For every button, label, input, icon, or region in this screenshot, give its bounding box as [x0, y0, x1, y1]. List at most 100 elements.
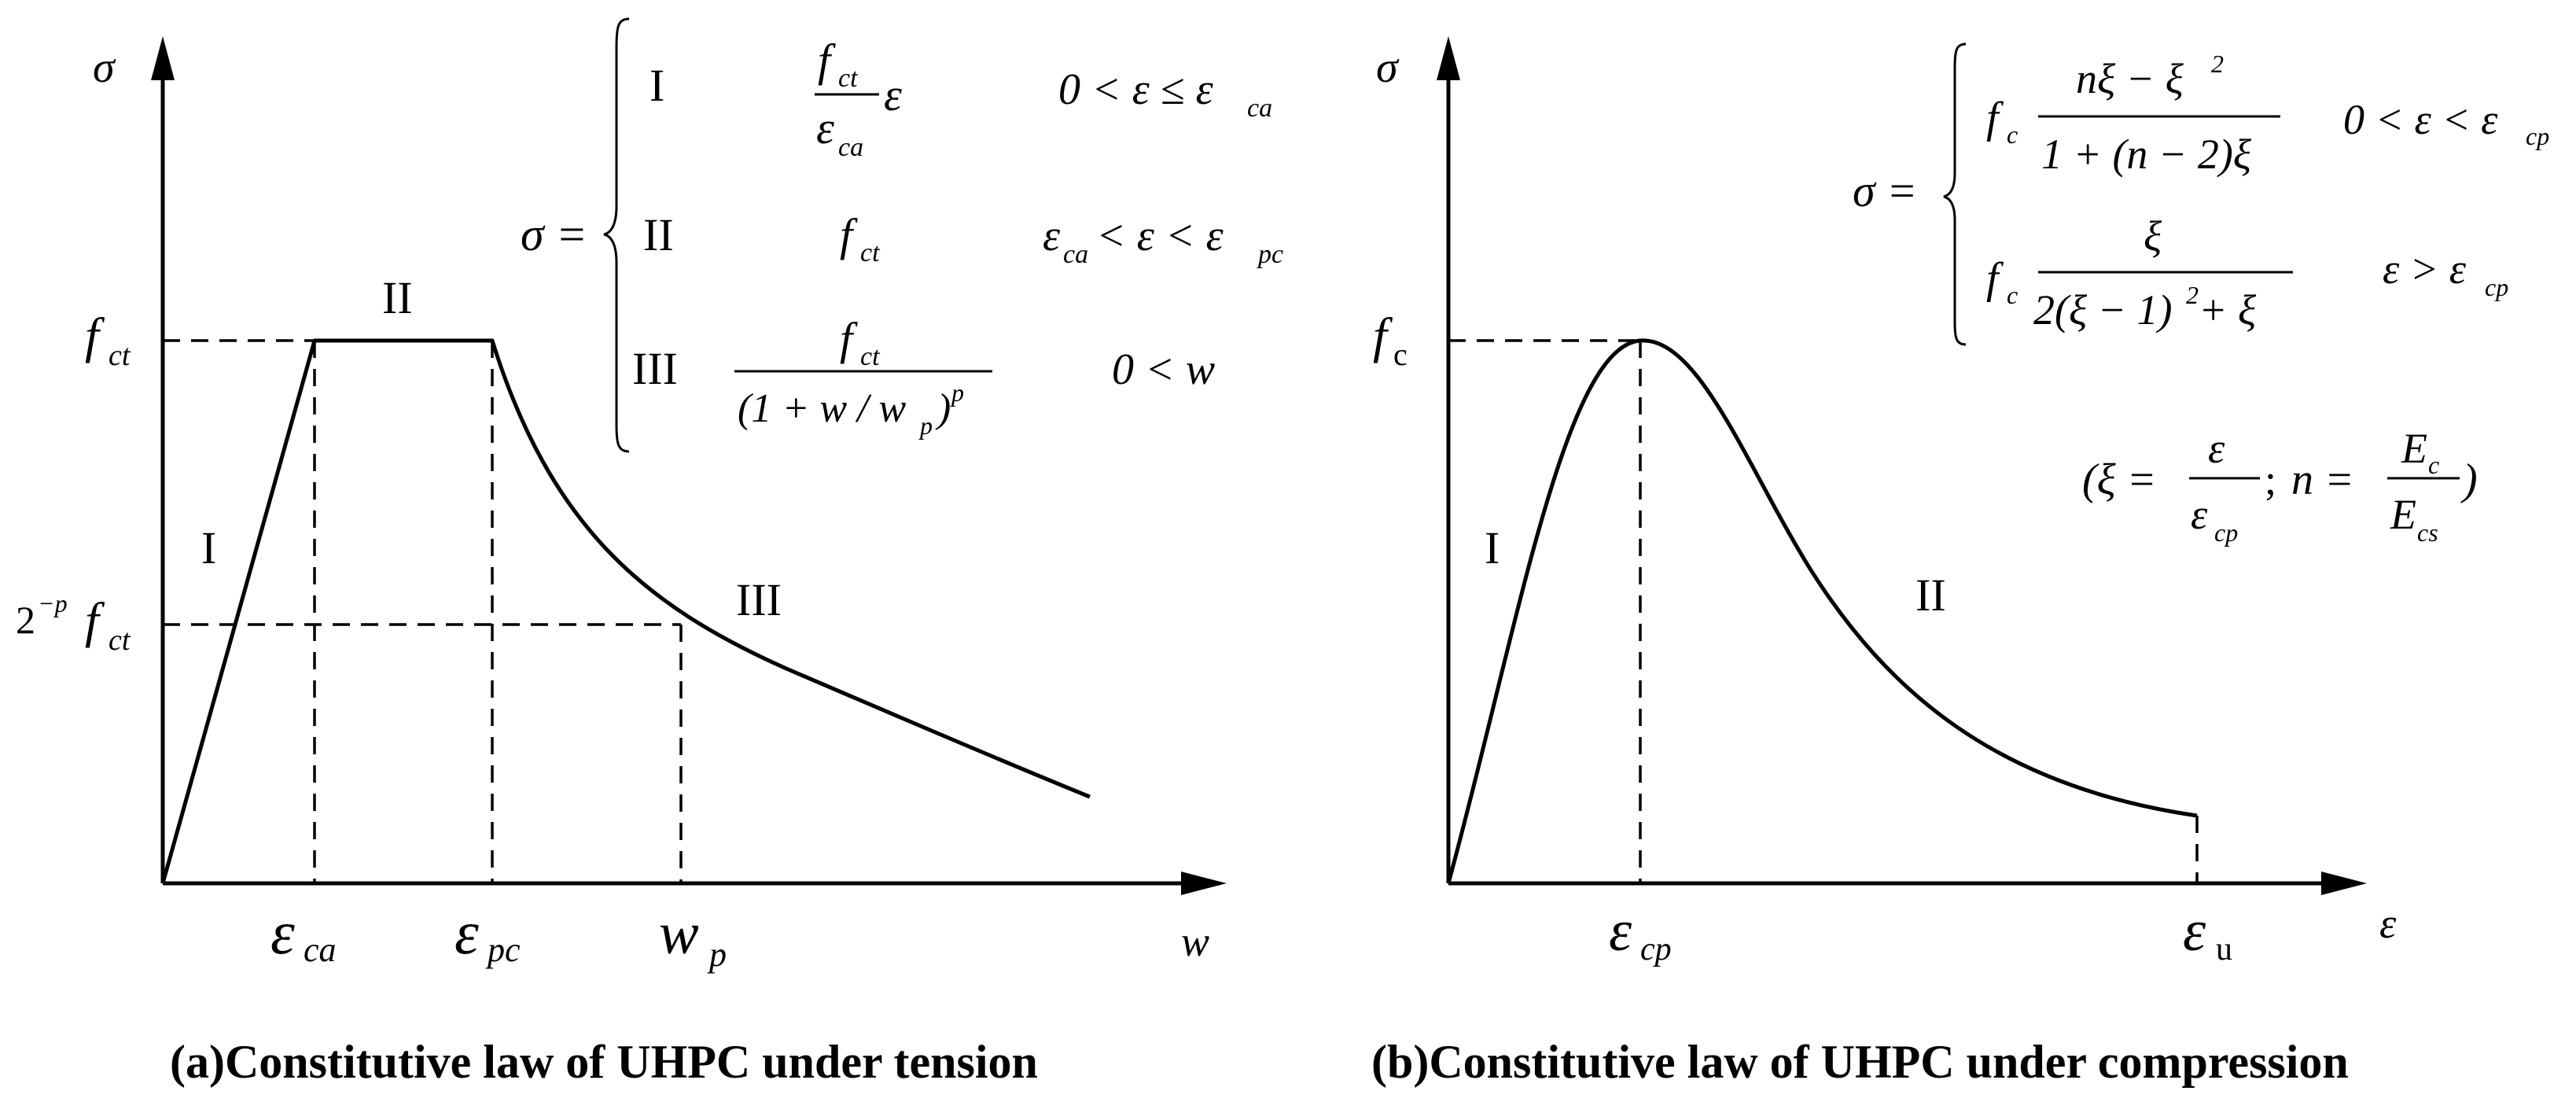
svg-text:c: c — [1393, 337, 1408, 372]
svg-text:f: f — [85, 308, 105, 363]
panel-b-x-axis-label: ε — [2379, 900, 2397, 947]
svg-text:2: 2 — [16, 598, 35, 642]
svg-text:−p: −p — [38, 589, 68, 617]
svg-text:ct: ct — [860, 238, 881, 267]
svg-text:cs: cs — [2417, 518, 2438, 547]
svg-text:p: p — [918, 411, 933, 440]
panel-a-region-iii: III — [736, 574, 782, 625]
svg-text:+ ξ: + ξ — [2199, 286, 2257, 334]
svg-text:< ε < ε: < ε < ε — [1096, 212, 1224, 260]
svg-text:n =: n = — [2291, 455, 2354, 504]
panel-a-xtick-wp: w p — [659, 901, 727, 974]
svg-text:1 + (n − 2)ξ: 1 + (n − 2)ξ — [2041, 131, 2252, 178]
panel-b-compression-curve — [1446, 338, 2198, 884]
svg-text:nξ − ξ: nξ − ξ — [2076, 55, 2184, 102]
panel-a-equation: σ = I f ct ε ca ε 0 < ε ≤ ε ca II f ct ε… — [521, 17, 1283, 453]
panel-a-y-arrow-icon — [151, 36, 175, 80]
svg-text:u: u — [2216, 931, 2232, 967]
svg-text:c: c — [2007, 120, 2018, 149]
panel-b-region-i: I — [1485, 522, 1500, 573]
svg-text:pc: pc — [1257, 240, 1283, 269]
svg-text:(1 + w / w: (1 + w / w — [738, 386, 907, 431]
svg-text:III: III — [632, 343, 678, 394]
svg-text:ca: ca — [1063, 240, 1088, 269]
svg-text:f: f — [818, 35, 836, 86]
svg-text:ca: ca — [838, 133, 863, 162]
svg-text:p: p — [707, 935, 727, 974]
svg-text:II: II — [643, 209, 674, 260]
svg-text:E: E — [2390, 491, 2416, 538]
svg-text:0 < ε < ε: 0 < ε < ε — [2343, 96, 2498, 143]
svg-text:ε: ε — [1043, 212, 1061, 260]
panel-a-tension: σ w f ct 2 −p f ct ε ca ε pc w p I II — [16, 17, 1283, 1088]
panel-a-ytick-half-fct: 2 −p f ct — [16, 589, 131, 657]
svg-text:(ξ =: (ξ = — [2082, 455, 2156, 504]
panel-a-region-i: I — [201, 522, 216, 573]
panel-a-x-axis-label: w — [1181, 918, 1209, 965]
svg-text:ct: ct — [838, 64, 859, 93]
svg-text:ε: ε — [884, 69, 902, 120]
svg-text:f: f — [1986, 94, 2004, 142]
svg-text:2: 2 — [2186, 281, 2199, 309]
panel-b-x-arrow-icon — [2321, 872, 2367, 895]
svg-text:ct: ct — [860, 342, 881, 371]
svg-text:ε: ε — [2208, 425, 2225, 472]
svg-text:cp: cp — [2214, 518, 2238, 547]
svg-text:ε > ε: ε > ε — [2383, 245, 2467, 293]
svg-text:2: 2 — [2211, 50, 2224, 78]
svg-text:c: c — [2428, 451, 2439, 479]
svg-text:ca: ca — [304, 931, 337, 969]
panel-a-tension-curve — [160, 338, 1091, 884]
svg-text:ε: ε — [2191, 491, 2208, 538]
svg-text:ξ: ξ — [2144, 212, 2162, 260]
svg-text:ct: ct — [109, 624, 131, 657]
svg-text:cp: cp — [2526, 122, 2549, 150]
svg-text:0 < w: 0 < w — [1112, 345, 1215, 394]
panel-b-compression: σ ε f c ε cp ε u I II σ = f c nξ − ξ 2 — [1371, 36, 2549, 1088]
svg-text:ct: ct — [109, 339, 131, 372]
svg-text:p: p — [950, 378, 964, 407]
panel-a-ytick-fct: f ct — [85, 308, 131, 372]
panel-b-parameters: (ξ = ε ε cp ; n = E c E cs ) — [2082, 425, 2478, 547]
svg-text:): ) — [2460, 455, 2478, 504]
svg-text:σ =: σ = — [521, 208, 587, 260]
panel-b-xtick-eps-u: ε u — [2183, 899, 2232, 967]
panel-a-xtick-eps-pc: ε pc — [454, 898, 521, 969]
svg-text:f: f — [840, 209, 858, 260]
panel-b-region-ii: II — [1915, 569, 1946, 621]
svg-text:ca: ca — [1247, 94, 1272, 123]
svg-text:f: f — [1373, 308, 1393, 363]
svg-text:cp: cp — [2485, 273, 2508, 301]
panel-b-y-arrow-icon — [1437, 36, 1460, 80]
panel-b-equation: σ = f c nξ − ξ 2 1 + (n − 2)ξ 0 < ε < ε … — [1853, 42, 2549, 547]
panel-a-caption: (a)Constitutive law of UHPC under tensio… — [170, 1036, 1038, 1088]
svg-text:f: f — [85, 592, 105, 648]
svg-text:ε: ε — [454, 898, 479, 967]
svg-text:ε: ε — [2183, 899, 2206, 964]
svg-text:;: ; — [2265, 456, 2276, 503]
svg-text:w: w — [659, 901, 699, 967]
svg-text:0 < ε ≤ ε: 0 < ε ≤ ε — [1058, 65, 1214, 114]
svg-text:): ) — [935, 386, 951, 431]
svg-text:pc: pc — [485, 931, 521, 969]
panel-b-equation-brace — [1943, 42, 1967, 346]
panel-a-equation-brace — [603, 17, 630, 453]
svg-text:2(ξ − 1): 2(ξ − 1) — [2033, 286, 2173, 334]
svg-text:ε: ε — [270, 898, 295, 967]
svg-text:I: I — [650, 60, 664, 111]
svg-text:ε: ε — [816, 102, 834, 153]
panel-b-caption: (b)Constitutive law of UHPC under compre… — [1371, 1036, 2349, 1088]
svg-text:f: f — [1986, 254, 2004, 303]
panel-a-x-arrow-icon — [1181, 872, 1227, 895]
svg-text:f: f — [840, 313, 858, 364]
svg-text:cp: cp — [1640, 931, 1672, 967]
svg-text:σ =: σ = — [1853, 165, 1917, 216]
panel-b-xtick-eps-cp: ε cp — [1609, 899, 1672, 967]
panel-a-y-axis-label: σ — [93, 43, 116, 92]
panel-a-xtick-eps-ca: ε ca — [270, 898, 337, 969]
svg-text:ε: ε — [1609, 899, 1632, 964]
panel-b-y-axis-label: σ — [1376, 43, 1400, 92]
svg-text:c: c — [2007, 281, 2018, 309]
panel-b-ytick-fc: f c — [1373, 308, 1408, 372]
